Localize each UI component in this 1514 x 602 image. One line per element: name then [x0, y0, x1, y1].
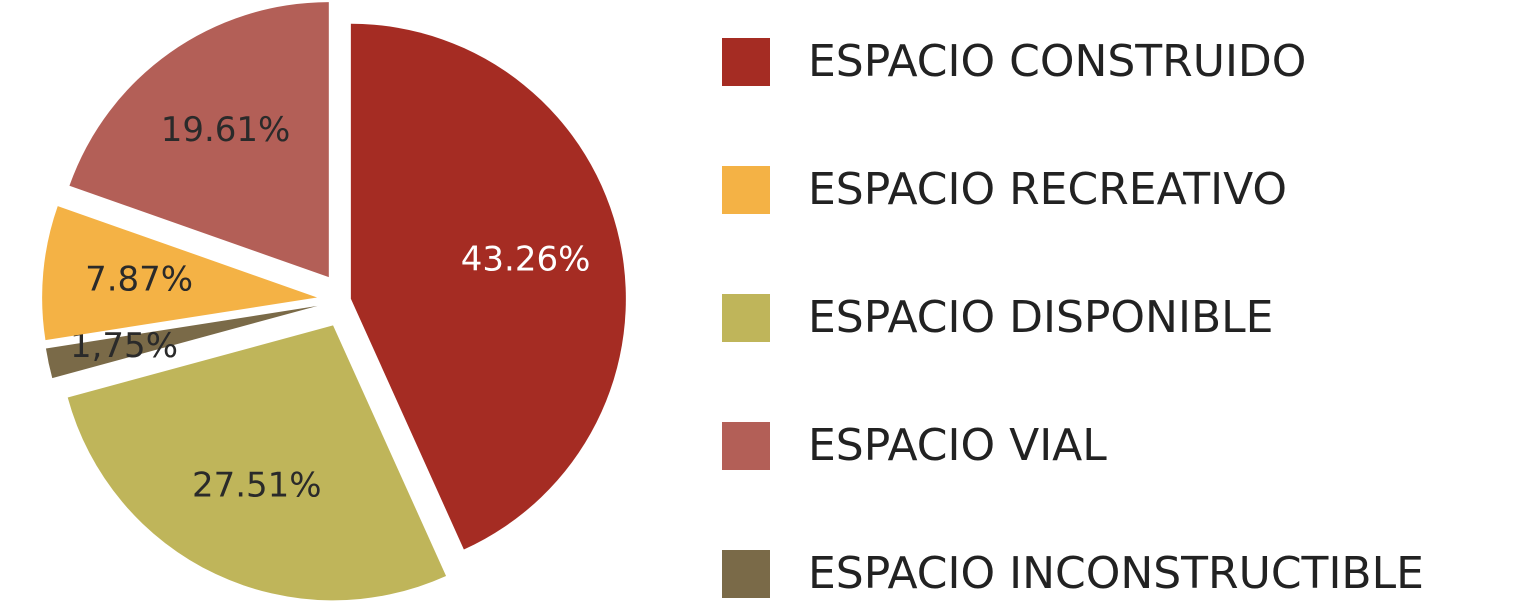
legend-label: ESPACIO CONSTRUIDO — [808, 36, 1306, 87]
legend-label: ESPACIO VIAL — [808, 420, 1107, 471]
legend-label: ESPACIO INCONSTRUCTIBLE — [808, 548, 1424, 599]
pie-slice — [69, 2, 329, 278]
value-label: 7.87% — [85, 260, 193, 300]
legend-swatch — [722, 422, 770, 470]
value-label: 19.61% — [161, 110, 291, 150]
pie-slice — [45, 305, 318, 379]
legend-label: ESPACIO RECREATIVO — [808, 164, 1287, 215]
pie-slice — [67, 325, 447, 601]
pie-slice — [42, 206, 318, 341]
pie-slice — [350, 23, 626, 550]
legend-swatch — [722, 166, 770, 214]
legend-label: ESPACIO DISPONIBLE — [808, 292, 1273, 343]
legend-swatch — [722, 294, 770, 342]
legend-swatch — [722, 38, 770, 86]
value-label: 43.26% — [461, 240, 591, 280]
legend-swatch — [722, 550, 770, 598]
value-label: 27.51% — [192, 465, 322, 505]
